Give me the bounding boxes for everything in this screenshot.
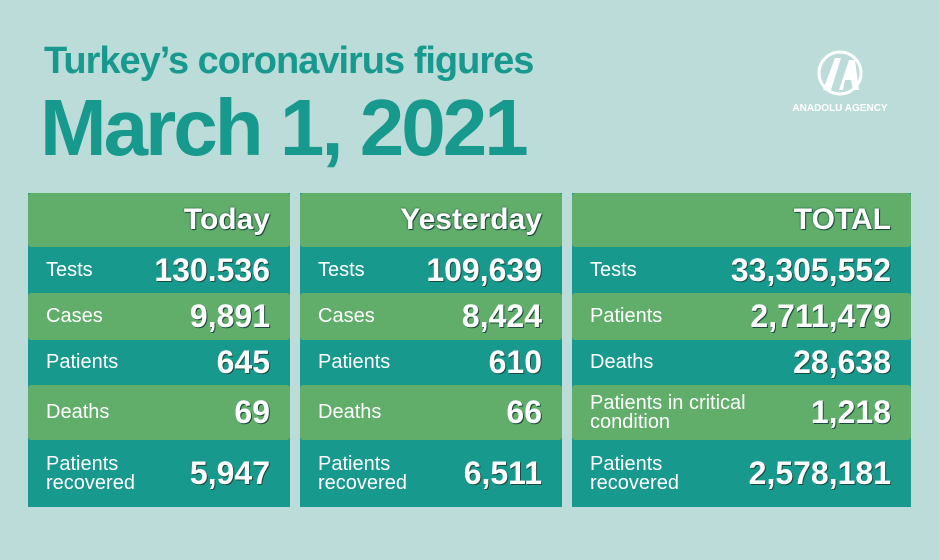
row-label: Cases [46,305,103,327]
panel: Today Tests 130.536 Cases 9,891 Patients 645 De… [28,193,290,507]
data-row: Patients 2,711,479 [572,293,911,340]
data-row: Patients 610 [300,340,562,385]
data-row: Cases 9,891 [28,293,290,340]
row-value: 130.536 [154,251,270,288]
data-row: Patients 645 [28,340,290,385]
logo-text: ANADOLU AGENCY [792,103,888,114]
row-label: Patients recovered [318,452,407,494]
row-value: 645 [216,344,270,380]
row-value: 1,218 [810,394,891,430]
data-row: Tests 130.536 [28,247,290,293]
data-row: Patients recovered 2,578,181 [572,440,911,507]
row-value: 610 [488,344,542,380]
row-label: Cases [318,305,375,327]
data-row: Deaths 28,638 [572,340,911,385]
data-row: Tests 109,639 [300,247,562,293]
row-label: Patients [46,351,119,373]
panel-header: Yesterday [300,193,562,247]
data-row: Patients recovered 5,947 [28,440,290,507]
row-label: Patients in critical condition [590,391,746,433]
row-label: Tests [318,258,365,281]
row-value: 28,638 [793,344,891,380]
row-value: 66 [506,394,542,430]
row-value: 2,711,479 [750,298,891,334]
row-label: Deaths [590,351,654,373]
title: Turkey’s coronavirus figures [44,40,534,82]
row-label: Tests [46,258,93,281]
data-row: Patients recovered 6,511 [300,440,562,507]
panel: Yesterday Tests 109,639 Cases 8,424 Patients 6… [300,193,562,507]
row-value: 8,424 [461,298,542,334]
row-value: 109,639 [426,251,542,288]
row-label: Tests [590,258,637,281]
data-row: Tests 33,305,552 [572,247,911,293]
row-label: Patients [318,351,391,373]
data-row: Cases 8,424 [300,293,562,340]
row-value: 2,578,181 [748,455,891,491]
date: March 1, 2021 [40,83,529,172]
logo: ANADOLU AGENCY [790,50,890,114]
data-row: Patients in critical condition 1,218 [572,385,911,440]
row-value: 9,891 [189,298,270,334]
row-label: Patients recovered [46,452,135,494]
row-value: 69 [234,394,270,430]
data-row: Deaths 69 [28,385,290,440]
row-value: 6,511 [463,455,542,491]
panel: TOTAL Tests 33,305,552 Patients 2,711,479 Dea… [572,193,911,507]
panel-header: Today [28,193,290,247]
row-label: Patients recovered [590,452,679,494]
row-label: Deaths [46,401,110,423]
row-label: Patients [590,305,663,327]
panel-header: TOTAL [572,193,911,247]
data-row: Deaths 66 [300,385,562,440]
row-label: Deaths [318,401,382,423]
row-value: 33,305,552 [730,251,891,288]
row-value: 5,947 [189,455,270,491]
logo-mark [817,50,863,96]
